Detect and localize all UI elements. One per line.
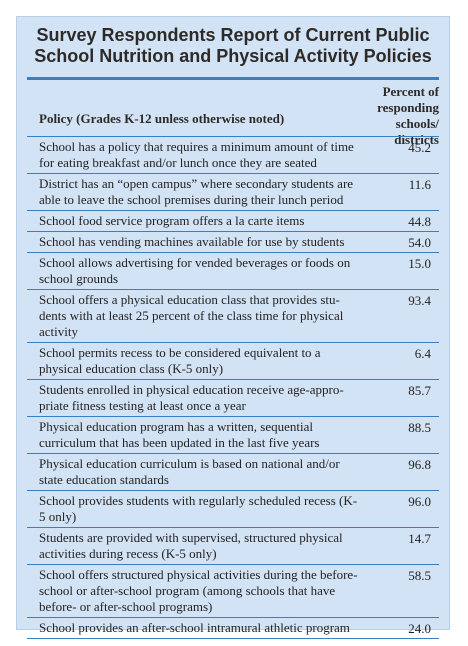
title-line-1: Survey Respondents Report of Current Pub… [36,25,430,45]
survey-table-panel: Survey Respondents Report of Current Pub… [16,16,450,639]
percent-value: 11.6 [408,177,431,192]
policy-description: School has vending machines available fo… [39,234,345,249]
policy-description: School offers structured physical activi… [39,567,358,614]
policy-description: Students enrolled in physical education … [39,382,344,413]
percent-value: 45.2 [408,140,431,155]
percent-value: 54.0 [408,235,431,250]
percent-column-header: Percent of responding schools/ districts [377,84,439,147]
table-row: School permits recess to be considered e… [27,342,439,379]
policy-description: Students are provided with supervised, s… [39,530,343,561]
table-title: Survey Respondents Report of Current Pub… [17,25,449,67]
policy-description: School provides an after-school intramur… [39,620,350,635]
policy-description: School food service program offers a la … [39,213,305,228]
title-line-2: School Nutrition and Physical Activity P… [34,46,432,66]
policy-description: Physical education program has a written… [39,419,320,450]
policy-column-header: Policy (Grades K-12 unless otherwise not… [39,111,285,126]
policy-table-body: School has a policy that requires a mini… [27,136,439,639]
percent-value: 88.5 [408,420,431,435]
policy-description: School has a policy that requires a mini… [39,139,354,170]
percent-value: 93.4 [408,293,431,308]
percent-value: 6.4 [414,346,431,361]
table-row: Physical education program has a written… [27,416,439,453]
percent-value: 85.7 [408,383,431,398]
policy-description: School offers a physical education class… [39,292,344,339]
title-divider [27,77,439,80]
table-row: School offers structured physical activi… [27,564,439,617]
policy-description: School provides students with regularly … [39,493,358,524]
policy-description: School allows advertising for vended bev… [39,255,351,286]
percent-value: 58.5 [408,568,431,583]
percent-value: 96.0 [408,494,431,509]
policy-description: Physical education curriculum is based o… [39,456,340,487]
table-row: School has a policy that requires a mini… [27,136,439,173]
percent-value: 24.0 [408,621,431,636]
table-row: Students enrolled in physical education … [27,379,439,416]
percent-value: 15.0 [408,256,431,271]
percent-value: 14.7 [408,531,431,546]
table-bottom-rule [27,638,439,639]
table-row: Physical education curriculum is based o… [27,453,439,490]
percent-value: 44.8 [408,214,431,229]
percent-value: 96.8 [408,457,431,472]
table-row: District has an “open campus” where seco… [27,173,439,210]
table-row: School allows advertising for vended bev… [27,252,439,289]
table-row: School provides an after-school intramur… [27,617,439,638]
table-row: School food service program offers a la … [27,210,439,231]
table-row: School provides students with regularly … [27,490,439,527]
policy-description: District has an “open campus” where seco… [39,176,354,207]
table-row: Students are provided with supervised, s… [27,527,439,564]
policy-description: School permits recess to be considered e… [39,345,321,376]
table-row: School offers a physical education class… [27,289,439,342]
table-row: School has vending machines available fo… [27,231,439,252]
